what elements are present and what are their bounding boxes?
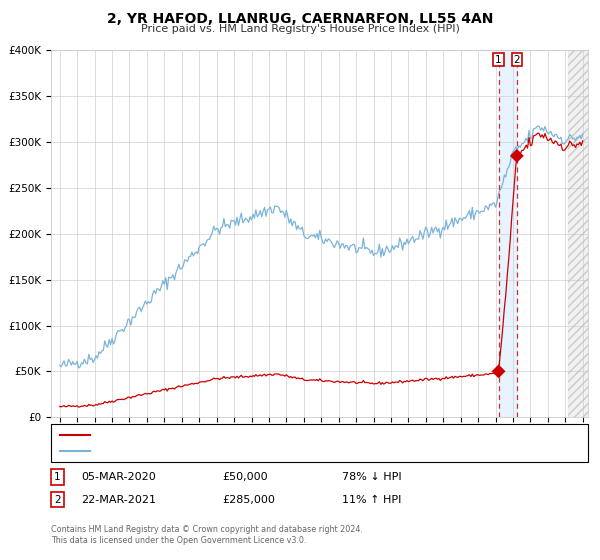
Text: 2: 2	[54, 494, 61, 505]
Text: 78% ↓ HPI: 78% ↓ HPI	[342, 472, 401, 482]
Text: 22-MAR-2021: 22-MAR-2021	[81, 494, 156, 505]
Text: 05-MAR-2020: 05-MAR-2020	[81, 472, 156, 482]
Text: 2, YR HAFOD, LLANRUG, CAERNARFON, LL55 4AN: 2, YR HAFOD, LLANRUG, CAERNARFON, LL55 4…	[107, 12, 493, 26]
Text: Price paid vs. HM Land Registry's House Price Index (HPI): Price paid vs. HM Land Registry's House …	[140, 24, 460, 34]
Text: Contains HM Land Registry data © Crown copyright and database right 2024.
This d: Contains HM Land Registry data © Crown c…	[51, 525, 363, 545]
Bar	[568, 50, 592, 417]
Point	[512, 151, 521, 160]
Text: £285,000: £285,000	[222, 494, 275, 505]
Text: HPI: Average price, detached house, Gwynedd: HPI: Average price, detached house, Gwyn…	[96, 446, 323, 456]
Text: £50,000: £50,000	[222, 472, 268, 482]
Text: 2: 2	[514, 54, 520, 64]
Text: 11% ↑ HPI: 11% ↑ HPI	[342, 494, 401, 505]
Text: 1: 1	[54, 472, 61, 482]
Text: 1: 1	[495, 54, 502, 64]
Bar	[568, 50, 592, 417]
Point	[494, 367, 503, 376]
Bar	[499, 50, 517, 417]
Text: 2, YR HAFOD, LLANRUG, CAERNARFON, LL55 4AN (detached house): 2, YR HAFOD, LLANRUG, CAERNARFON, LL55 4…	[96, 430, 428, 440]
